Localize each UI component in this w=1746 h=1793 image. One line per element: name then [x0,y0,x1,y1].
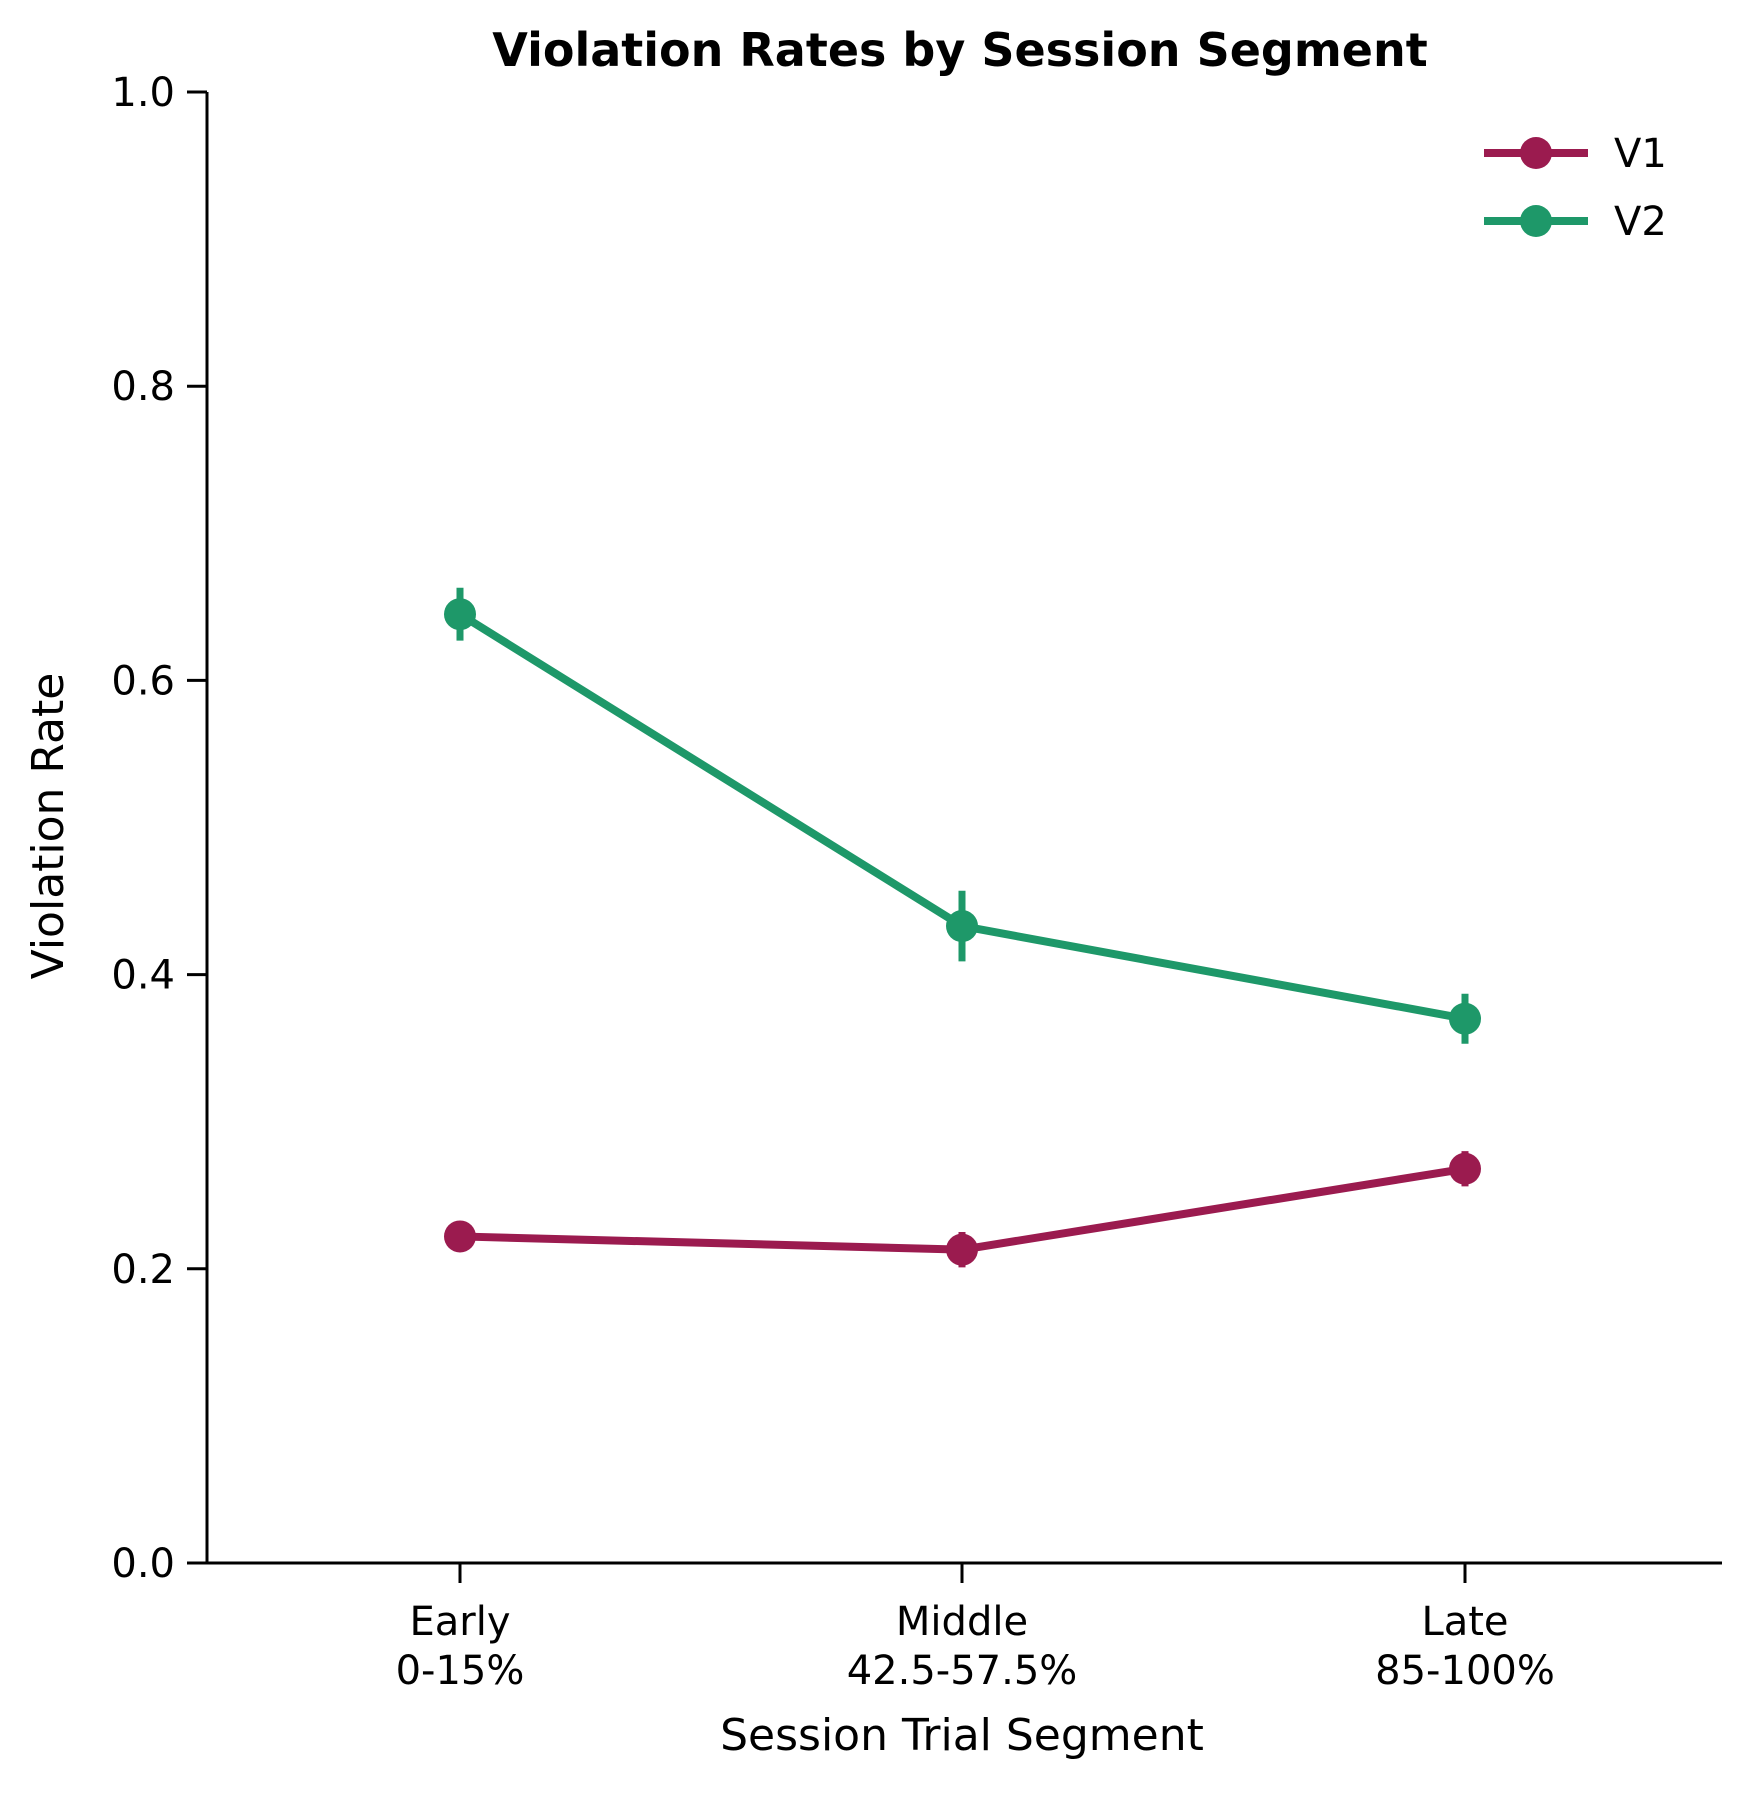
x-tick-label-range: 85-100% [1375,1648,1555,1694]
data-point-v1 [946,1233,978,1266]
chart-title: Violation Rates by Session Segment [492,23,1427,77]
series-layer [444,587,1481,1268]
data-point-v2 [1449,1002,1481,1035]
legend-swatch-marker [1520,137,1552,169]
y-tick-label: 0.2 [111,1247,175,1293]
data-point-v2 [946,910,978,943]
data-point-v1 [444,1220,476,1253]
data-point-v2 [444,598,476,631]
y-axis: 0.0 0.2 0.4 0.6 0.8 1.0 [111,70,209,1587]
y-tick-label: 0.4 [111,953,175,999]
y-tick-label: 1.0 [111,70,175,116]
series-v1 [444,1151,1481,1268]
x-tick-label: Middle [896,1599,1028,1645]
x-tick-label: Early [409,1599,510,1645]
y-tick-label: 0.6 [111,658,175,704]
legend-label: V2 [1614,199,1667,245]
legend-item-v2: V2 [1484,199,1667,245]
y-axis-label: Violation Rate [23,673,74,980]
legend-label: V1 [1614,131,1667,177]
x-tick-label: Late [1421,1599,1508,1645]
legend-swatch-marker [1520,205,1552,237]
series-v2 [444,587,1481,1044]
x-axis-label: Session Trial Segment [720,1710,1204,1761]
x-tick-label-range: 0-15% [396,1648,525,1694]
data-point-v1 [1449,1152,1481,1185]
legend-item-v1: V1 [1484,131,1667,177]
y-tick-label: 0.0 [111,1541,175,1587]
x-tick-label-range: 42.5-57.5% [847,1648,1078,1694]
y-tick-label: 0.8 [111,364,175,410]
